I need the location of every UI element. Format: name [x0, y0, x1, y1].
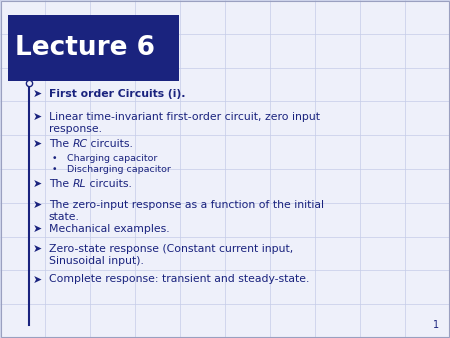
- Text: ➤: ➤: [32, 244, 41, 254]
- FancyBboxPatch shape: [8, 15, 179, 81]
- Text: •: •: [52, 165, 57, 174]
- Text: ➤: ➤: [32, 274, 41, 285]
- Text: 1: 1: [432, 319, 439, 330]
- Text: ➤: ➤: [32, 112, 41, 122]
- Text: Charging capacitor: Charging capacitor: [67, 154, 157, 163]
- Text: First order Circuits (i).: First order Circuits (i).: [49, 89, 185, 99]
- Text: Discharging capacitor: Discharging capacitor: [67, 165, 171, 174]
- Text: The zero-input response as a function of the initial
state.: The zero-input response as a function of…: [49, 200, 324, 222]
- Text: Complete response: transient and steady-state.: Complete response: transient and steady-…: [49, 274, 309, 285]
- Text: ➤: ➤: [32, 139, 41, 149]
- Text: Zero-state response (Constant current input,
Sinusoidal input).: Zero-state response (Constant current in…: [49, 244, 293, 266]
- Text: ➤: ➤: [32, 179, 41, 189]
- Text: circuits.: circuits.: [87, 139, 133, 149]
- Text: RC: RC: [72, 139, 87, 149]
- Text: ➤: ➤: [32, 89, 41, 99]
- Text: •: •: [52, 154, 57, 163]
- Text: Linear time-invariant first-order circuit, zero input
response.: Linear time-invariant first-order circui…: [49, 112, 320, 134]
- Text: The: The: [49, 179, 72, 189]
- Text: Mechanical examples.: Mechanical examples.: [49, 224, 169, 234]
- Text: RL: RL: [72, 179, 86, 189]
- Text: ➤: ➤: [32, 224, 41, 234]
- Text: Lecture 6: Lecture 6: [15, 35, 155, 61]
- Text: ➤: ➤: [32, 200, 41, 210]
- Text: The: The: [49, 139, 72, 149]
- Text: circuits.: circuits.: [86, 179, 131, 189]
